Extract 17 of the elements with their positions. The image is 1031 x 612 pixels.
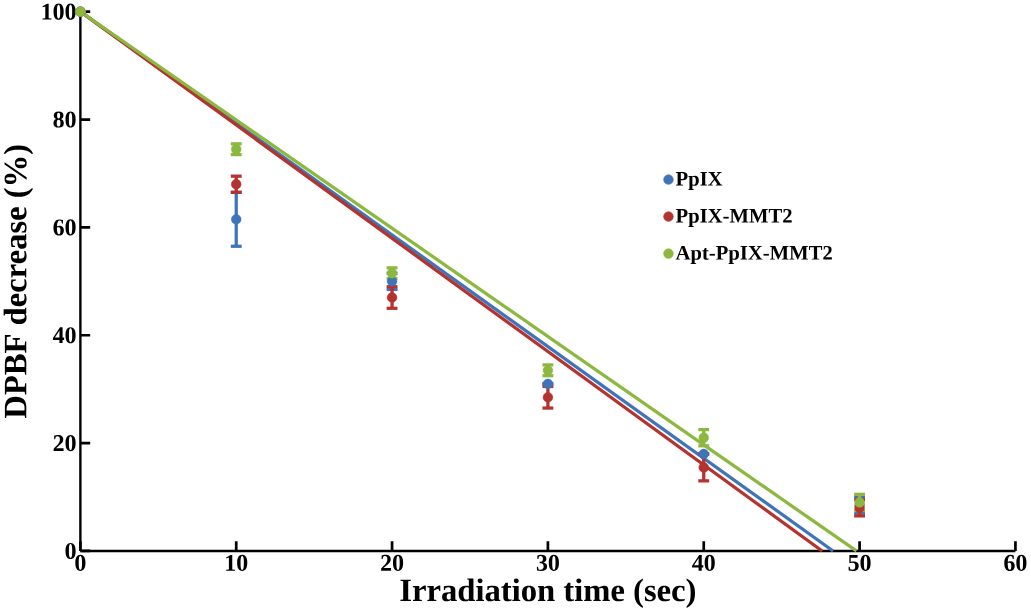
y-tick-label: 100 <box>42 3 76 20</box>
legend-label: PpIX <box>675 172 723 191</box>
legend-label: Apt-PpIX-MMT2 <box>675 246 832 265</box>
y-tick-label: 40 <box>52 327 76 344</box>
x-tick-label: 60 <box>1004 554 1027 572</box>
y-axis-title: DPBF decrease (%) <box>3 145 34 419</box>
x-tick-label: 20 <box>381 554 404 572</box>
y-tick-label: 20 <box>53 435 76 452</box>
x-tick-label: 40 <box>692 554 715 572</box>
x-tick-label: 30 <box>536 554 559 572</box>
legend-label: PpIX-MMT2 <box>675 209 792 228</box>
x-axis-title: Irradiation time (sec) <box>400 578 695 609</box>
y-tick-label: 0 <box>65 543 76 560</box>
y-tick-label: 80 <box>53 111 76 128</box>
y-tick-label: 60 <box>53 219 76 236</box>
x-tick-label: 10 <box>226 554 248 572</box>
x-tick-label: 50 <box>848 554 871 572</box>
